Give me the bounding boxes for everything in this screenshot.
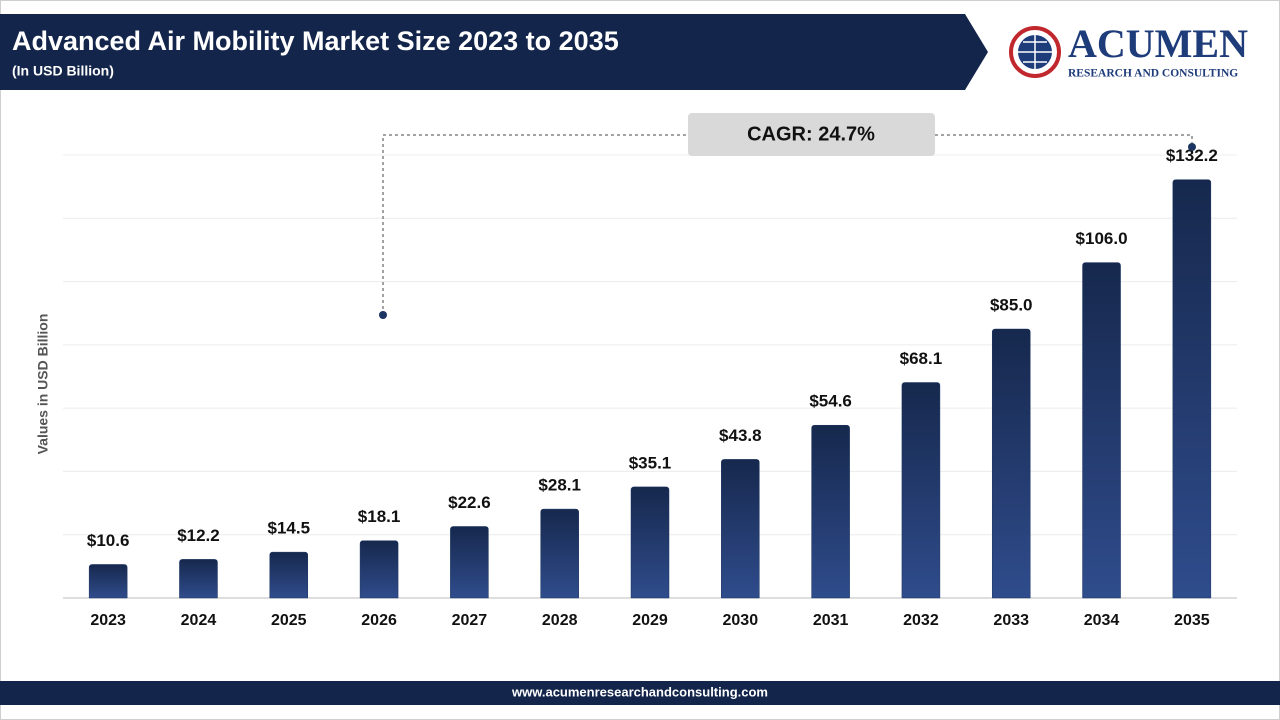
value-label: $54.6 — [809, 392, 852, 411]
bar — [630, 486, 670, 599]
chart-title: Advanced Air Mobility Market Size 2023 t… — [12, 26, 619, 56]
value-label: $43.8 — [719, 426, 762, 445]
x-tick-label: 2026 — [361, 612, 397, 629]
x-tick-label: 2030 — [723, 612, 759, 629]
x-tick-label: 2031 — [813, 612, 849, 629]
y-axis-label: Values in USD Billion — [35, 314, 51, 455]
value-label: $10.6 — [87, 531, 130, 550]
bar — [901, 382, 941, 599]
cagr-label: CAGR: 24.7% — [747, 123, 875, 145]
bar — [359, 540, 399, 599]
x-tick-label: 2034 — [1084, 612, 1120, 629]
connector-dot — [1188, 143, 1196, 151]
value-label: $35.1 — [629, 453, 672, 472]
value-label: $68.1 — [900, 349, 943, 368]
logo-tagline: RESEARCH AND CONSULTING — [1068, 68, 1238, 80]
cagr-box — [688, 113, 935, 156]
bar — [991, 328, 1031, 599]
value-label: $28.1 — [538, 476, 581, 495]
value-label: $85.0 — [990, 296, 1033, 315]
chart-subtitle: (In USD Billion) — [12, 63, 114, 79]
logo-ring — [1009, 26, 1061, 78]
bar — [179, 559, 218, 599]
logo-lines — [1018, 35, 1052, 69]
bar — [1172, 179, 1212, 599]
x-tick-label: 2033 — [993, 612, 1029, 629]
bar — [811, 424, 850, 599]
connector-dot — [379, 311, 387, 319]
x-tick-label: 2027 — [452, 612, 488, 629]
value-label: $18.1 — [358, 507, 401, 526]
value-label: $132.2 — [1166, 146, 1218, 165]
footer-bar — [0, 681, 1280, 705]
x-tick-label: 2029 — [632, 612, 668, 629]
plot: 2023 $10.6 2024 $12.2 2025 $14.5 2026 $18.1 2027… — [63, 146, 1237, 629]
bar — [540, 508, 579, 599]
x-tick-label: 2032 — [903, 612, 939, 629]
x-tick-label: 2024 — [181, 612, 217, 629]
x-tick-label: 2025 — [271, 612, 307, 629]
value-label: $22.6 — [448, 493, 491, 512]
footer-url: www.acumenresearchandconsulting.com — [511, 684, 768, 699]
bar — [1082, 262, 1121, 599]
x-tick-label: 2023 — [90, 612, 126, 629]
value-label: $12.2 — [177, 526, 220, 545]
bar — [721, 459, 760, 599]
x-tick-label: 2035 — [1174, 612, 1210, 629]
bar — [88, 564, 128, 599]
logo-name: ACUMEN — [1068, 21, 1248, 66]
header-bar — [0, 14, 988, 90]
bar — [450, 526, 489, 599]
logo: ACUMEN RESEARCH AND CONSULTING — [1009, 21, 1248, 80]
bar — [269, 551, 309, 599]
x-tick-label: 2028 — [542, 612, 578, 629]
value-label: $14.5 — [267, 519, 310, 538]
value-label: $106.0 — [1076, 229, 1128, 248]
